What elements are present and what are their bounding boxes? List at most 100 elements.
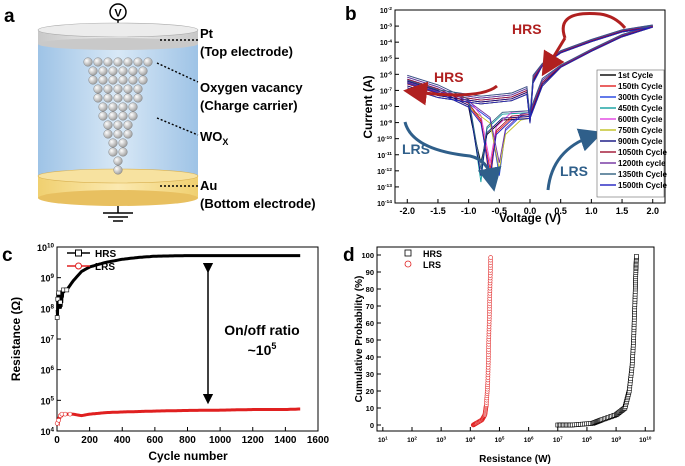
vacancy-ball <box>128 66 138 76</box>
plot-c-ytick-label: 1010 <box>37 242 55 253</box>
plot-b-ytick-label: 10-11 <box>377 151 392 160</box>
vacancy-ball <box>113 129 123 139</box>
plot-c-xtick-label: 1400 <box>274 435 297 446</box>
vacancy-label: Oxygen vacancy <box>200 80 303 95</box>
onoff-value: ~105 <box>248 341 277 358</box>
vacancy-ball <box>103 129 113 139</box>
legend-hrs-label: HRS <box>95 249 116 260</box>
plot-b-xtick-label: -0.5 <box>492 206 508 216</box>
legend-label: 1050th Cycle <box>618 148 667 157</box>
hrs-point <box>64 287 70 293</box>
lrs-point <box>62 411 68 417</box>
plot-d-xtick-label: 106 <box>524 435 534 444</box>
vacancy-ball <box>123 93 133 103</box>
hrs-point <box>55 296 61 302</box>
vacancy-ball <box>123 84 133 94</box>
plot-b-xtick-label: 2.0 <box>646 206 659 216</box>
hrs-point <box>57 299 63 305</box>
onoff-label: On/off ratio <box>224 322 299 338</box>
plot-d-ytick-label: 70 <box>366 302 374 311</box>
plot-d-points <box>470 254 639 428</box>
vacancy-ball <box>88 75 98 85</box>
panel-d-letter: d <box>343 245 355 266</box>
plot-c-xtick-label: 800 <box>179 435 196 446</box>
vacancy-ball <box>108 147 118 157</box>
plot-d-ytick-label: 0 <box>370 421 374 430</box>
vacancy-ball <box>123 120 133 130</box>
panel-d: d 101 102 103 104 105 106 107 108 109 1010 0 10 20 30… <box>343 245 655 465</box>
plot-c-ytick-label: 107 <box>40 334 54 345</box>
hrs-label-2: HRS <box>434 69 464 85</box>
plot-b-ytick-label: 10-3 <box>380 22 392 31</box>
vacancy-ball <box>118 66 128 76</box>
plot-c-xtick-label: 0 <box>54 435 60 446</box>
plot-c-frame <box>56 246 319 432</box>
plot-b-legend <box>596 69 665 198</box>
panel-c-letter: c <box>2 245 13 266</box>
vacancy-ball <box>98 102 108 112</box>
voltmeter-label: V <box>114 8 122 20</box>
vacancy-ball <box>98 75 108 85</box>
vacancy-ball <box>83 57 93 67</box>
vacancy-ball <box>103 93 113 103</box>
plot-c-ylabel: Resistance (Ω) <box>9 297 23 381</box>
legend-label: 600th Cycle <box>618 115 663 124</box>
plot-d-ytick-label: 90 <box>366 268 374 277</box>
hrs-point <box>54 315 60 320</box>
plot-d-ytick-label: 50 <box>366 336 374 345</box>
pt-sublabel: (Top electrode) <box>200 44 293 59</box>
vacancy-ball <box>133 57 143 67</box>
vacancy-ball <box>123 129 133 139</box>
plot-d-xtick-label: 108 <box>582 435 592 444</box>
vacancy-ball <box>108 111 118 121</box>
legend-label: 1200th cycle <box>618 159 666 168</box>
vacancy-ball <box>93 84 103 94</box>
vacancy-ball <box>118 138 128 148</box>
plot-b-ytick-label: 10-6 <box>380 71 392 80</box>
legend-d-hrs-marker <box>404 249 412 257</box>
lrs-arrow-1 <box>403 121 502 192</box>
vacancy-ball <box>128 111 138 121</box>
plot-c-ytick-label: 109 <box>40 273 54 284</box>
plot-d-ytick-label: 20 <box>366 387 374 396</box>
legend-label: 300th Cycle <box>618 93 663 102</box>
plot-c-xtick-label: 1600 <box>307 435 330 446</box>
vacancy-ball <box>113 84 123 94</box>
vacancy-ball <box>113 93 123 103</box>
vacancy-ball <box>108 75 118 85</box>
plot-c-xtick-label: 600 <box>147 435 164 446</box>
plot-d-frame <box>376 246 655 432</box>
legend-lrs-marker <box>75 262 82 270</box>
hrs-arrow-1 <box>561 12 627 39</box>
legend-label: 1350th Cycle <box>618 170 667 179</box>
vacancy-sublabel: (Charge carrier) <box>200 98 298 113</box>
panel-c: c 0 200 400 600 800 1000 1200 1400 1600 104 105 106… <box>2 242 330 463</box>
vacancy-ball <box>118 75 128 85</box>
panel-b-letter: b <box>345 4 357 25</box>
legend-label: 1st Cycle <box>618 71 654 80</box>
vacancy-ball <box>113 57 123 67</box>
plot-c-xlabel: Cycle number <box>148 449 228 463</box>
vacancy-ball <box>98 66 108 76</box>
plot-d-ylabel: Cumulative Probability (%) <box>354 276 365 403</box>
vacancy-ball <box>143 57 153 67</box>
voltmeter-icon <box>109 3 127 21</box>
plot-c-xtick-label: 400 <box>114 435 131 446</box>
hrs-point <box>56 290 61 296</box>
plot-c-points <box>54 254 301 427</box>
vacancy-ball <box>108 66 118 76</box>
plot-c-ytick-label: 106 <box>40 365 54 376</box>
lrs-arrow-2 <box>546 128 604 191</box>
vacancy-ball <box>118 111 128 121</box>
legend-label: 1500th Cycle <box>618 181 667 190</box>
plot-d-xtick-label: 1010 <box>639 435 652 444</box>
plot-b-ytick-label: 10-5 <box>380 54 392 63</box>
vacancy-ball <box>128 75 138 85</box>
wox-label: WOX <box>200 129 228 147</box>
vacancy-ball <box>108 102 118 112</box>
legend-label: 900th Cycle <box>618 137 663 146</box>
legend-label: 750th Cycle <box>618 126 663 135</box>
vacancy-ball <box>138 66 148 76</box>
plot-d-xtick-label: 103 <box>436 435 446 444</box>
plot-b-ytick-label: 10-13 <box>377 183 392 192</box>
